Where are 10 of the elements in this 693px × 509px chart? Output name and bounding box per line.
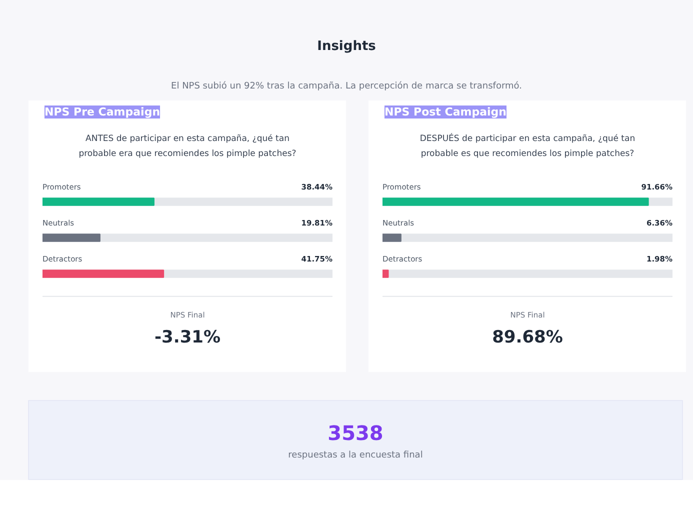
- text: El NPS subió un 92% tras la campaña. La percepción de marca se transformó.: [171, 80, 522, 92]
- text: -3.31%: [154, 328, 221, 348]
- text: respuestas a la encuesta final: [288, 450, 423, 460]
- text: 89.68%: [492, 328, 563, 348]
- chart-subtitle: ANTES de participar en esta campaña, ¿qué tan probable era que recomiendes los pimple patches?: [78, 134, 296, 159]
- text: 3538: [328, 421, 384, 445]
- chart-title: NPS Pre Campaign: [44, 106, 160, 118]
- text: Insights: [317, 39, 376, 54]
- chart-subtitle: DESPUÉS de participar en esta campaña, ¿qué tan probable es que recomiendes los pimple patches?: [420, 132, 636, 159]
- chart-title: NPS Post Campaign: [384, 106, 507, 118]
